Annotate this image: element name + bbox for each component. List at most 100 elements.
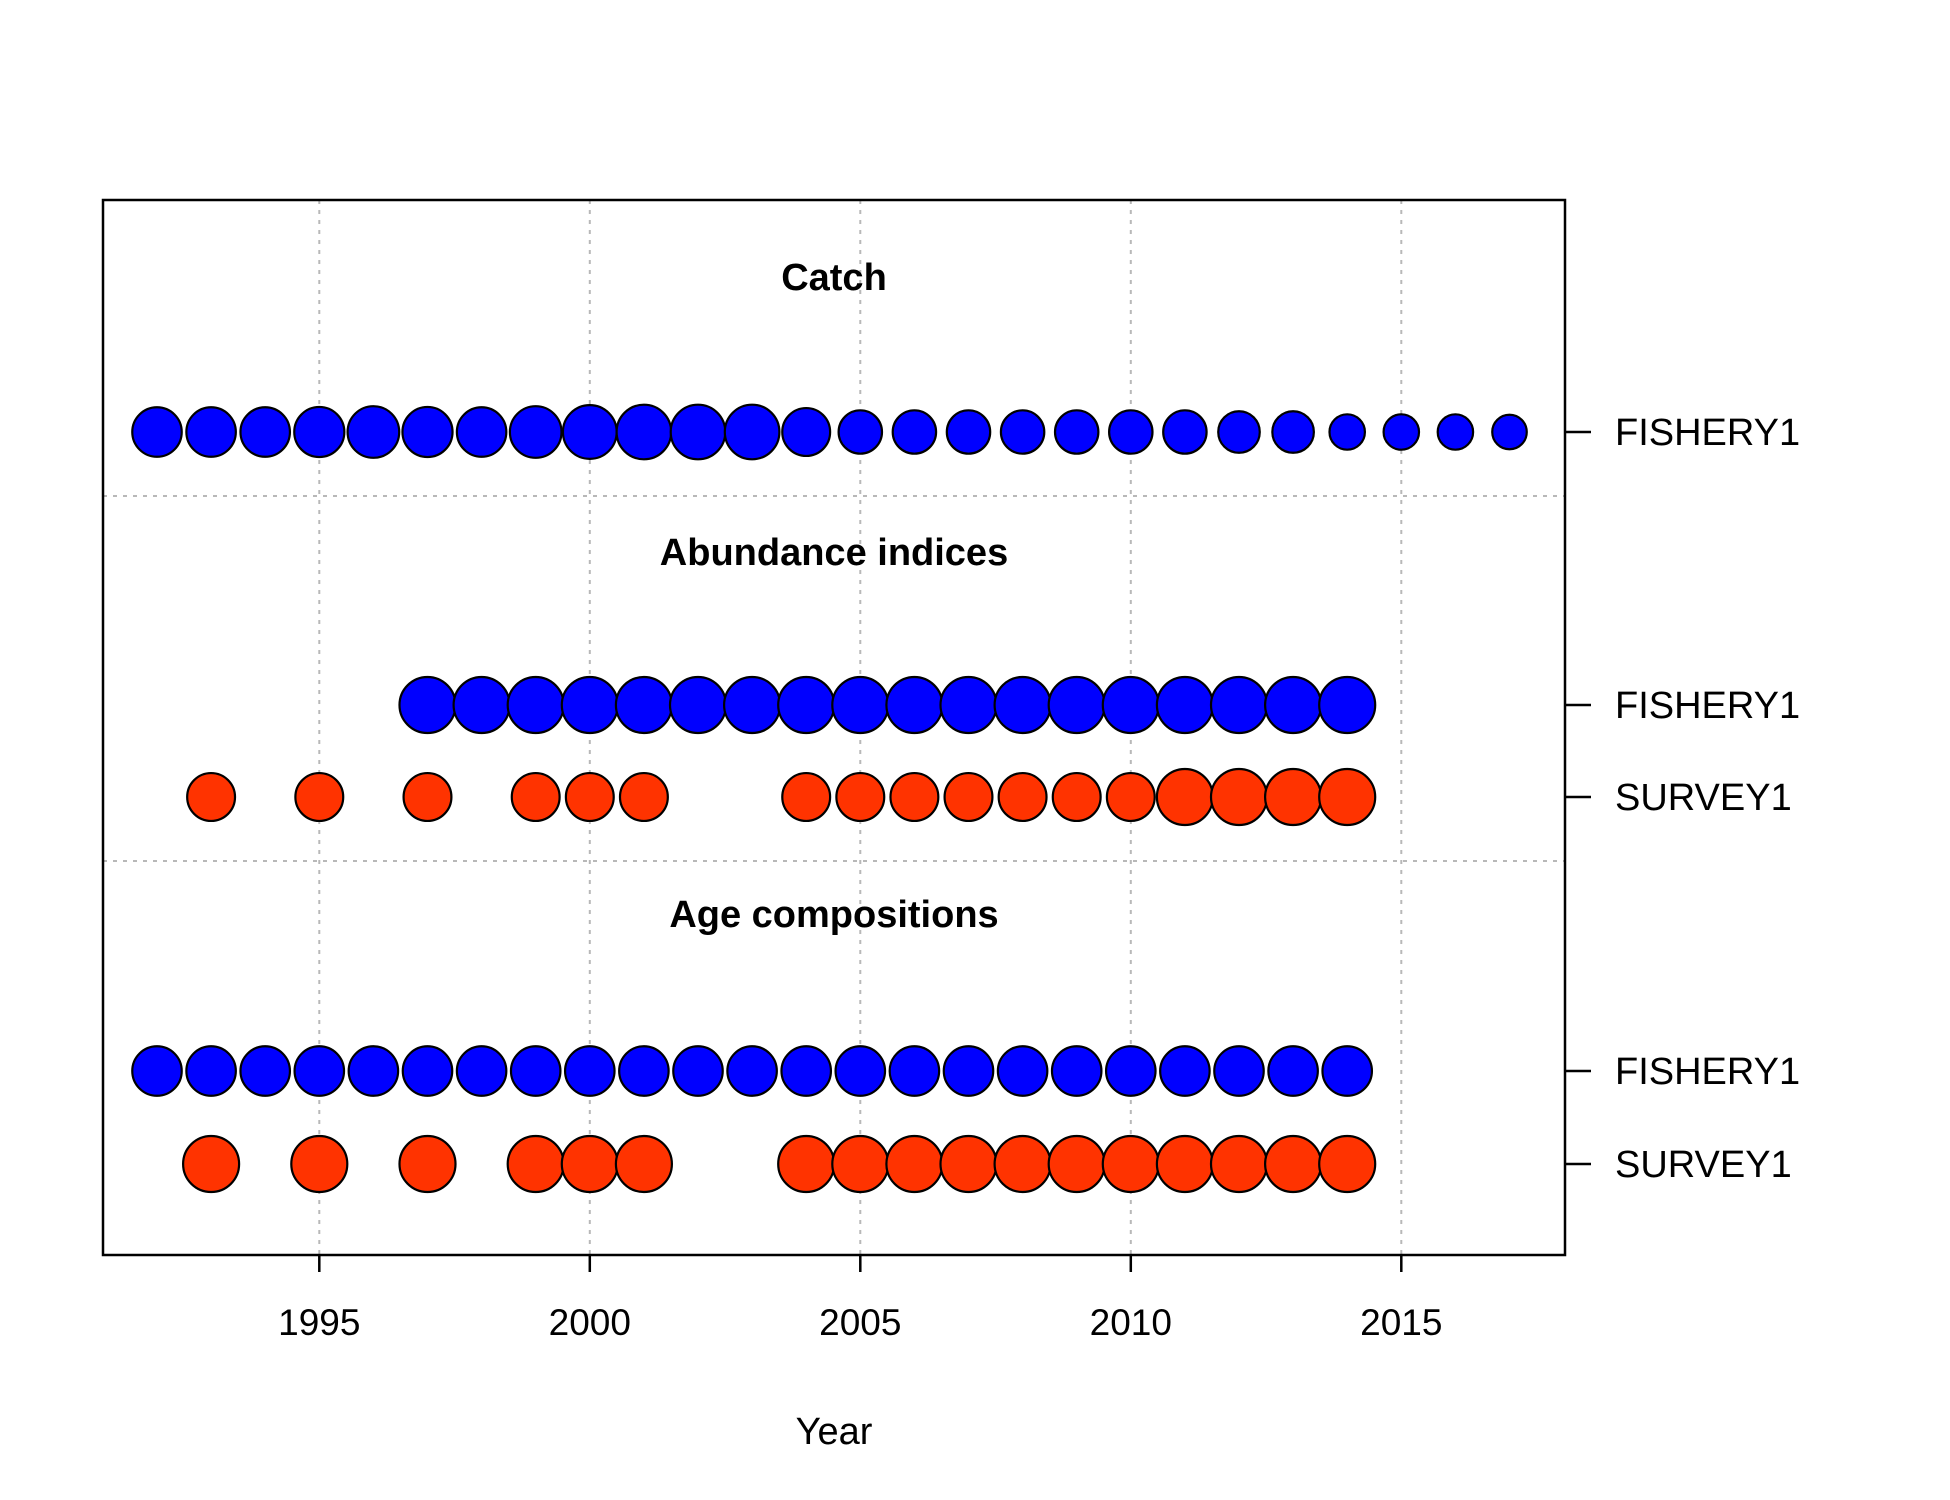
bubble-abundance-indices-fishery1-2012 (1209, 675, 1269, 735)
bubble-abundance-indices-fishery1-2000 (560, 675, 619, 735)
bubble-age-compositions-survey1-1995 (290, 1134, 349, 1194)
bubble-age-compositions-fishery1-2007 (942, 1045, 995, 1097)
bubble-abundance-indices-survey1-1995 (294, 771, 345, 823)
bubble-age-compositions-survey1-2011 (1155, 1134, 1215, 1194)
fleet-label-abundance-indices-fishery1: FISHERY1 (1615, 685, 1800, 727)
bubble-age-compositions-fishery1-2003 (726, 1045, 778, 1097)
bubble-abundance-indices-fishery1-2003 (722, 675, 782, 735)
plot-frame (101, 198, 1567, 1257)
bubble-age-compositions-fishery1-2006 (888, 1045, 941, 1097)
bubble-catch-fishery1-2011 (1162, 409, 1208, 455)
bubble-age-compositions-fishery1-2014 (1321, 1045, 1374, 1097)
bubble-age-compositions-survey1-1999 (506, 1134, 565, 1194)
bubble-age-compositions-fishery1-2009 (1050, 1045, 1103, 1097)
bubble-age-compositions-fishery1-1992 (131, 1045, 183, 1097)
bubble-abundance-indices-survey1-2006 (889, 771, 940, 823)
bubble-abundance-indices-fishery1-2001 (614, 675, 674, 735)
bubble-abundance-indices-fishery1-2002 (668, 675, 728, 735)
bubble-age-compositions-fishery1-1997 (401, 1045, 454, 1097)
bubble-abundance-indices-survey1-2011 (1155, 767, 1215, 827)
bubble-abundance-indices-survey1-2014 (1318, 767, 1377, 827)
bubble-age-compositions-survey1-2005 (831, 1134, 890, 1194)
bubble-catch-fishery1-2003 (723, 403, 781, 461)
x-axis-label: Year (796, 1411, 873, 1453)
bubble-age-compositions-survey1-2009 (1047, 1134, 1106, 1194)
section-separators (103, 495, 1565, 862)
bubble-age-compositions-survey1-2004 (777, 1134, 836, 1194)
bubble-age-compositions-survey1-2006 (885, 1134, 944, 1194)
section-title-catch: Catch (781, 257, 887, 299)
bubble-abundance-indices-survey1-2001 (618, 771, 669, 823)
bubble-catch-fishery1-2012 (1217, 410, 1261, 454)
bubble-catch-fishery1-1993 (185, 406, 237, 458)
section-title-age-compositions: Age compositions (669, 894, 998, 936)
bubble-abundance-indices-survey1-2009 (1051, 771, 1102, 823)
bubble-age-compositions-fishery1-2004 (780, 1045, 833, 1097)
bubble-age-compositions-fishery1-1996 (347, 1045, 400, 1097)
bubble-catch-fishery1-2009 (1053, 409, 1100, 455)
section-title-abundance-indices: Abundance indices (660, 532, 1008, 574)
bubble-abundance-indices-fishery1-1999 (506, 675, 565, 735)
bubble-abundance-indices-fishery1-2010 (1101, 675, 1160, 735)
bubble-age-compositions-fishery1-2001 (618, 1045, 670, 1097)
bubble-catch-fishery1-2014 (1328, 413, 1367, 451)
bubble-age-compositions-fishery1-2012 (1213, 1045, 1265, 1097)
bubble-catch-fishery1-1994 (239, 406, 292, 458)
bubble-age-compositions-survey1-1997 (398, 1134, 457, 1194)
bubble-age-compositions-survey1-2008 (993, 1134, 1052, 1194)
bubble-abundance-indices-fishery1-2007 (939, 675, 998, 735)
bubble-catch-fishery1-1997 (401, 405, 454, 459)
fleet-label-age-compositions-survey1: SURVEY1 (1615, 1144, 1792, 1186)
x-tick-label-2015: 2015 (1360, 1302, 1442, 1343)
bubble-catch-fishery1-1999 (508, 405, 563, 459)
bubble-age-compositions-fishery1-1999 (509, 1045, 562, 1097)
bubble-catch-fishery1-2010 (1108, 409, 1154, 455)
bubble-age-compositions-survey1-2014 (1318, 1134, 1377, 1194)
x-tick-label-2010: 2010 (1090, 1302, 1172, 1343)
bubble-age-compositions-survey1-1993 (182, 1134, 241, 1194)
bubble-abundance-indices-fishery1-2008 (993, 675, 1052, 735)
fleet-labels: FISHERY1 FISHERY1 SURVEY1 FISHERY1 SURVEY1 (1565, 412, 1800, 1186)
bubble-age-compositions-fishery1-1998 (455, 1045, 508, 1097)
x-tick-label-2005: 2005 (819, 1302, 901, 1343)
bubble-catch-fishery1-1992 (131, 406, 183, 458)
bubble-catch-fishery1-1995 (293, 405, 346, 459)
bubble-age-compositions-fishery1-1994 (239, 1045, 292, 1097)
bubble-age-compositions-fishery1-2008 (996, 1045, 1049, 1097)
bubble-catch-fishery1-1996 (346, 405, 401, 459)
section-titles: Catch Abundance indices Age compositions (660, 257, 1008, 936)
bubble-abundance-indices-survey1-1997 (402, 771, 453, 823)
bubble-age-compositions-fishery1-2011 (1159, 1045, 1211, 1097)
bubble-age-compositions-survey1-2000 (560, 1134, 619, 1194)
bubble-abundance-indices-survey1-2012 (1209, 767, 1269, 827)
bubble-catch-fishery1-2013 (1271, 410, 1315, 454)
bubble-catch-fishery1-2006 (891, 409, 938, 455)
bubble-age-compositions-survey1-2007 (939, 1134, 998, 1194)
bubble-abundance-indices-survey1-2005 (835, 771, 886, 823)
bubble-age-compositions-survey1-2013 (1263, 1134, 1323, 1194)
fleet-label-abundance-indices-survey1: SURVEY1 (1615, 777, 1792, 819)
bubble-abundance-indices-fishery1-2004 (777, 675, 836, 735)
bubble-catch-fishery1-2001 (615, 403, 673, 461)
bubble-abundance-indices-survey1-2013 (1263, 767, 1323, 827)
bubble-age-compositions-fishery1-2005 (834, 1045, 887, 1097)
bubble-catch-fishery1-2005 (837, 409, 884, 455)
bubble-catch-fishery1-2004 (781, 406, 832, 458)
bubble-catch-fishery1-2000 (561, 404, 618, 460)
bubble-age-compositions-survey1-2010 (1101, 1134, 1160, 1194)
bubble-points (131, 403, 1528, 1194)
bubble-abundance-indices-survey1-1993 (186, 771, 237, 823)
bubble-catch-fishery1-2017 (1491, 413, 1528, 451)
bubble-age-compositions-fishery1-2002 (672, 1045, 724, 1097)
bubble-catch-fishery1-2002 (669, 403, 727, 461)
x-tick-label-1995: 1995 (278, 1302, 360, 1343)
bubble-age-compositions-fishery1-1995 (293, 1045, 346, 1097)
bubble-abundance-indices-survey1-2008 (997, 771, 1048, 823)
bubble-age-compositions-fishery1-2013 (1267, 1045, 1319, 1097)
bubble-age-compositions-fishery1-2000 (563, 1045, 616, 1097)
x-axis: 1995 2000 2005 2010 2015 (278, 1255, 1442, 1343)
bubble-abundance-indices-fishery1-2006 (885, 675, 944, 735)
bubble-age-compositions-fishery1-1993 (185, 1045, 237, 1097)
bubble-catch-fishery1-1998 (455, 406, 508, 458)
bubble-abundance-indices-fishery1-2011 (1155, 675, 1215, 735)
